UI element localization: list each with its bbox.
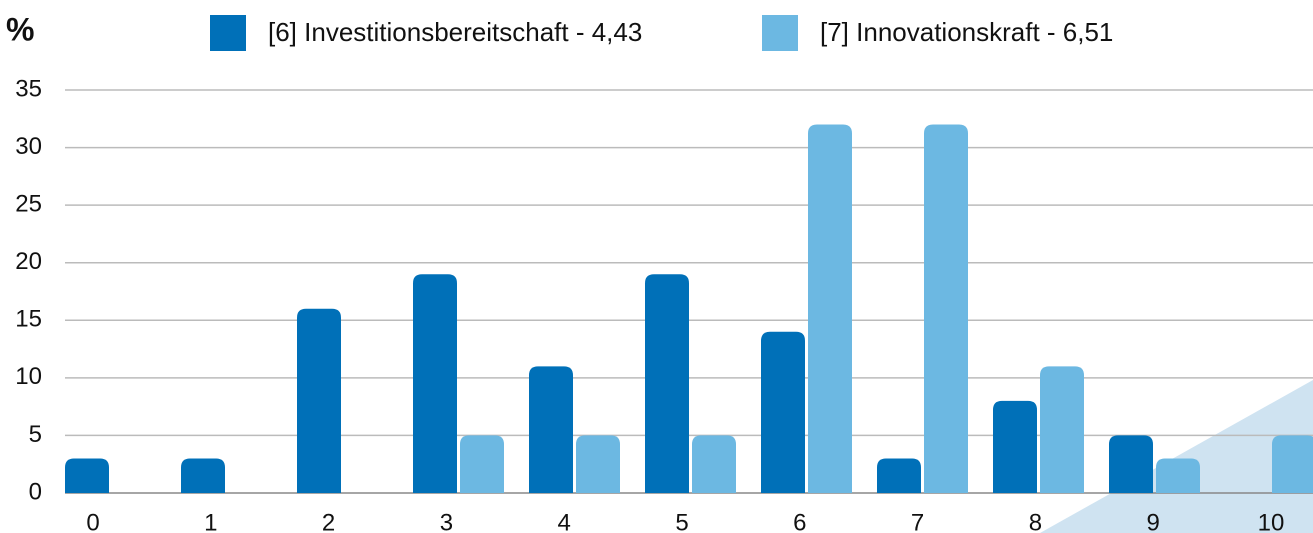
- x-tick-label: 2: [322, 509, 335, 533]
- legend-swatch: [762, 15, 798, 51]
- bar: [692, 435, 736, 493]
- x-tick-label: 9: [1147, 509, 1160, 533]
- bar: [877, 458, 921, 493]
- bar: [1272, 435, 1313, 493]
- x-tick-label: 4: [558, 509, 571, 533]
- legend-label: [6] Investitionsbereitschaft - 4,43: [268, 17, 642, 47]
- x-tick-label: 1: [204, 509, 217, 533]
- x-tick-label: 7: [911, 509, 924, 533]
- x-tick-label: 10: [1258, 509, 1285, 533]
- bar: [181, 458, 225, 493]
- y-tick-label: 0: [29, 478, 42, 505]
- bar: [808, 124, 852, 494]
- y-tick-label: 35: [15, 75, 42, 102]
- x-tick-label: 5: [675, 509, 688, 533]
- legend-label: [7] Innovationskraft - 6,51: [820, 17, 1113, 47]
- y-tick-label: 15: [15, 306, 42, 333]
- decoration: [1040, 380, 1313, 533]
- bar: [1156, 458, 1200, 493]
- y-tick-label: 5: [29, 421, 42, 448]
- y-tick-label: 25: [15, 190, 42, 217]
- bar: [761, 331, 805, 493]
- bar: [576, 435, 620, 493]
- y-tick-label: 30: [15, 133, 42, 160]
- y-axis-label: %: [6, 11, 34, 47]
- bar: [460, 435, 504, 493]
- bar: [65, 458, 109, 493]
- bar: [924, 124, 968, 494]
- y-tick-label: 10: [15, 363, 42, 390]
- bar: [413, 274, 457, 493]
- legend-swatch: [210, 15, 246, 51]
- x-tick-label: 0: [86, 509, 99, 533]
- bar: [993, 400, 1037, 493]
- bar: [297, 308, 341, 493]
- bar: [1109, 435, 1153, 493]
- bar: [1040, 366, 1084, 493]
- y-tick-label: 20: [15, 248, 42, 275]
- x-tick-label: 6: [793, 509, 806, 533]
- x-tick-label: 8: [1029, 509, 1042, 533]
- bar: [645, 274, 689, 493]
- x-tick-label: 3: [440, 509, 453, 533]
- bar: [529, 366, 573, 493]
